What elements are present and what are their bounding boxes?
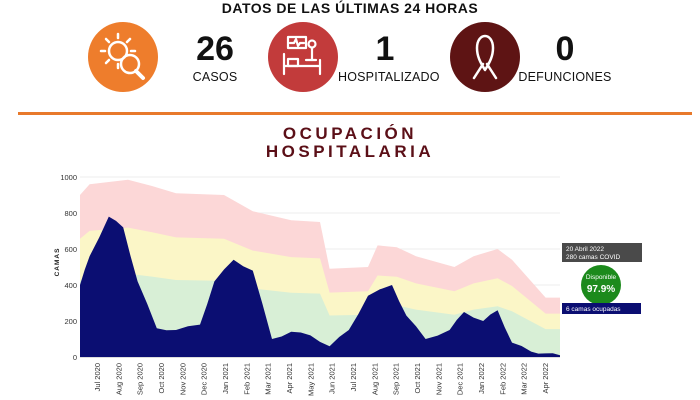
y-tick-label: 400 [64, 281, 77, 290]
y-tick-label: 600 [64, 245, 77, 254]
x-tick-label: Feb 2021 [242, 363, 251, 395]
cases-label: CASOS [192, 70, 238, 84]
deaths-count: 0 [555, 30, 575, 68]
x-tick-label: Apr 2021 [285, 363, 294, 393]
x-tick-label: Jul 2021 [349, 363, 358, 391]
x-tick-label: May 2021 [306, 363, 315, 396]
y-tick-label: 200 [64, 317, 77, 326]
x-tick-label: Apr 2022 [541, 363, 550, 393]
x-tick-label: Oct 2021 [413, 363, 422, 393]
virus-magnifier-icon [88, 22, 158, 92]
hospitalized-count: 1 [375, 30, 395, 68]
x-tick-label: Sep 2021 [392, 363, 401, 395]
y-axis-label: CAMAS [54, 248, 61, 277]
chart-title-line1: OCUPACIÓN [282, 124, 418, 143]
occupied-annotation: 6 camas ocupadas [562, 303, 641, 314]
deaths-label: DEFUNCIONES [518, 70, 612, 84]
x-tick-label: Nov 2021 [434, 363, 443, 395]
occupied-beds-area [80, 216, 560, 357]
available-badge: Disponible 97.9% [581, 265, 621, 305]
x-tick-label: Sep 2020 [136, 363, 145, 395]
x-tick-label: Jan 2021 [221, 363, 230, 394]
x-tick-label: Mar 2022 [520, 363, 529, 395]
y-tick-label: 0 [73, 353, 77, 362]
y-tick-label: 1000 [60, 173, 77, 182]
cases-count: 26 [196, 30, 234, 68]
section-divider [18, 112, 692, 115]
x-tick-label: Oct 2020 [157, 363, 166, 393]
y-tick-label: 800 [64, 209, 77, 218]
x-tick-label: Aug 2020 [114, 363, 123, 395]
chart-title-line2: HOSPITALARIA [265, 142, 435, 161]
x-tick-label: Feb 2022 [498, 363, 507, 395]
x-tick-label: Jun 2021 [328, 363, 337, 394]
x-tick-label: Jan 2022 [477, 363, 486, 394]
annotation-date: 20 Abril 2022 [566, 246, 604, 253]
available-label: Disponible [586, 274, 617, 281]
hospital-bed-icon [268, 22, 338, 92]
annotation-occupied: 6 camas ocupadas [566, 306, 621, 313]
x-tick-label: Aug 2021 [370, 363, 379, 395]
hospitalized-label: HOSPITALIZADO [338, 70, 440, 84]
x-tick-label: Mar 2021 [264, 363, 273, 395]
x-tick-label: Dec 2021 [456, 363, 465, 395]
header-title: DATOS DE LAS ÚLTIMAS 24 HORAS [221, 0, 479, 16]
available-percent: 97.9% [587, 284, 615, 295]
date-annotation: 20 Abril 2022 280 camas COVID [562, 243, 642, 262]
x-tick-label: Dec 2020 [200, 363, 209, 395]
annotation-capacity: 280 camas COVID [566, 254, 620, 261]
ribbon-icon [450, 22, 520, 92]
x-tick-label: Nov 2020 [178, 363, 187, 395]
x-tick-label: Jul 2020 [93, 363, 102, 391]
